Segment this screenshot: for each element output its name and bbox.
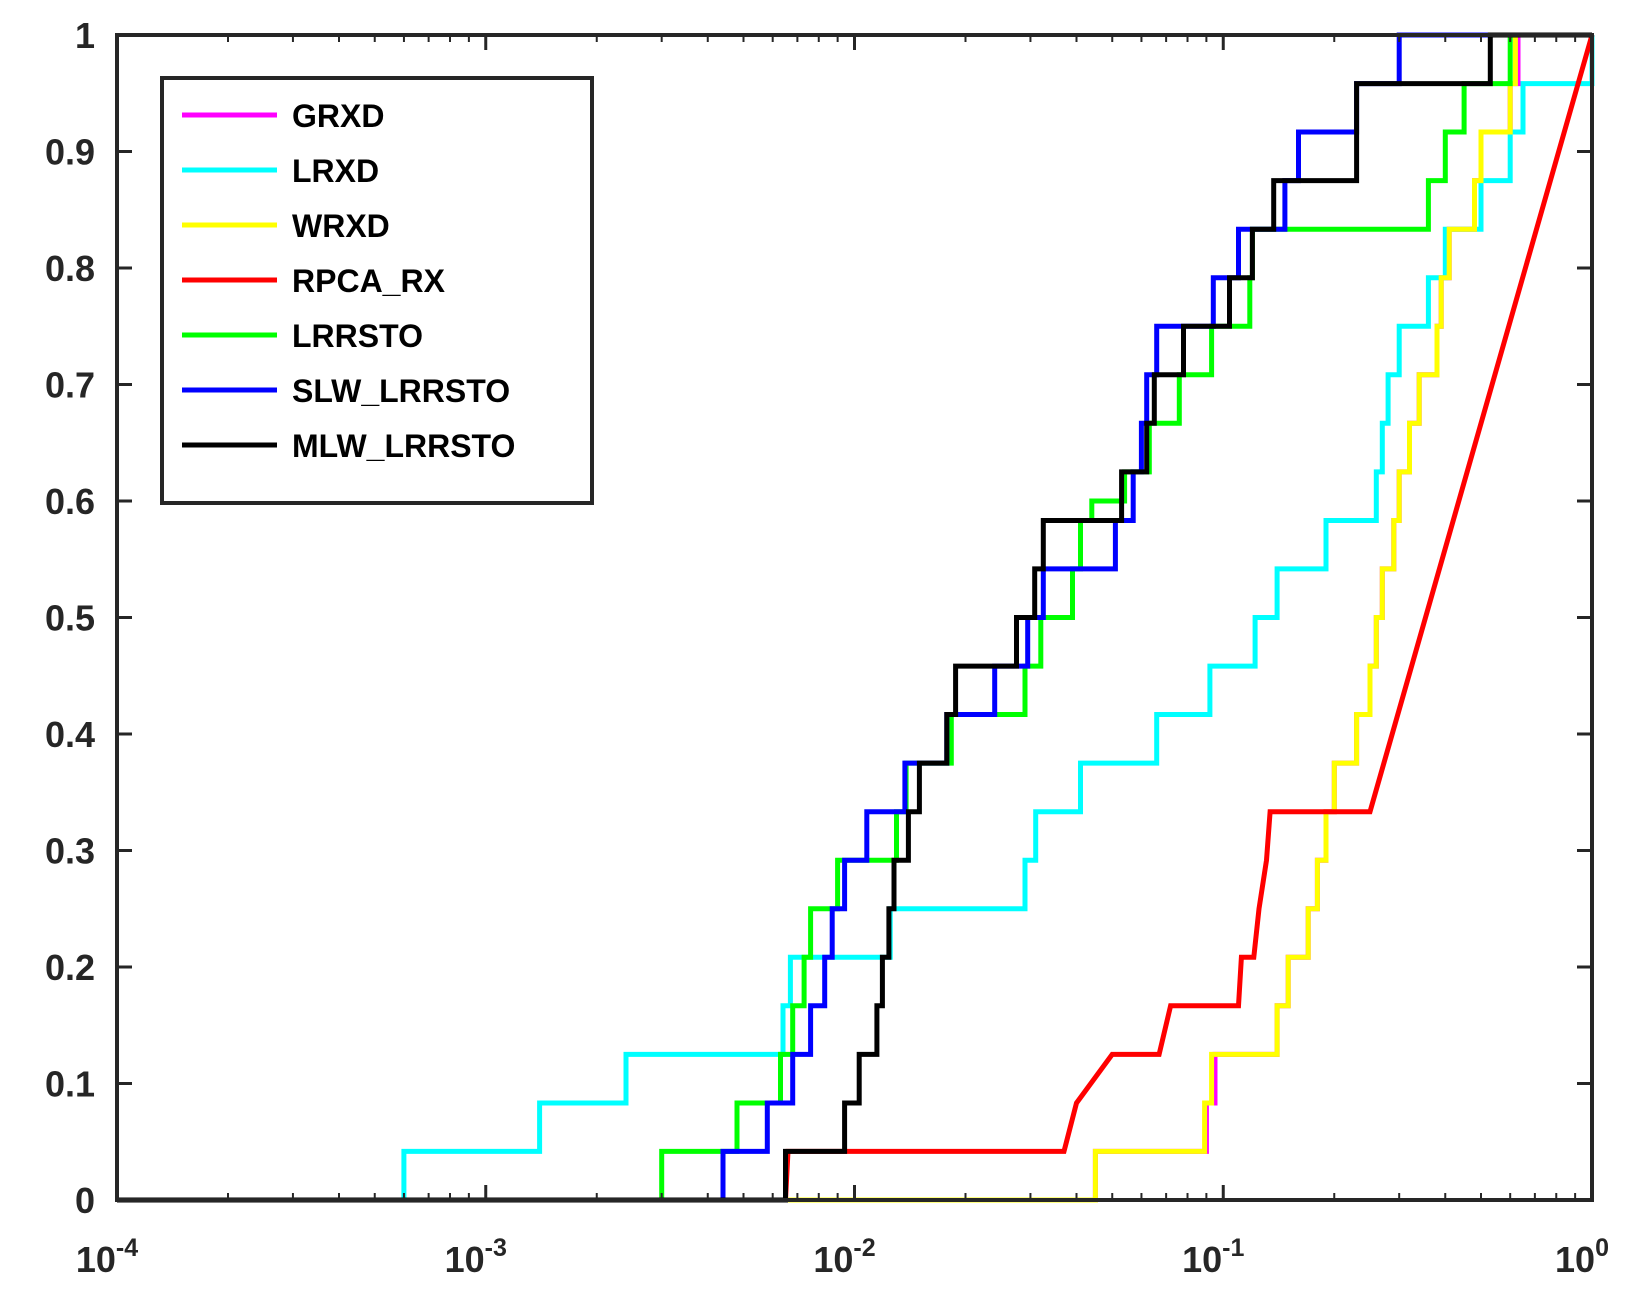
y-tick-label: 0.6 xyxy=(45,481,95,522)
legend-label: GRXD xyxy=(292,98,384,134)
y-tick-label: 0.4 xyxy=(45,714,95,755)
y-tick-label: 0.9 xyxy=(45,132,95,173)
y-tick-label: 0 xyxy=(75,1180,95,1221)
series-line-rpca-rx xyxy=(117,34,1595,1203)
x-tick-label-exponent: -3 xyxy=(485,1234,507,1262)
x-tick-label-exponent: -2 xyxy=(853,1234,875,1262)
x-tick-label: 10-3 xyxy=(445,1234,507,1280)
series-line-wrxd xyxy=(117,32,1592,1203)
legend-item: MLW_LRRSTO xyxy=(182,428,515,464)
y-tick-label: 0.2 xyxy=(45,947,95,988)
y-tick-label: 0.1 xyxy=(45,1064,95,1105)
x-tick-label: 10-2 xyxy=(813,1234,875,1280)
y-tick-labels: 0 0.1 0.2 0.3 0.4 0.5 0.6 0.7 0.8 0.9 1 xyxy=(45,15,95,1221)
x-tick-label-base: 10 xyxy=(445,1239,485,1280)
y-tick-label: 1 xyxy=(75,15,95,56)
legend-item: LRRSTO xyxy=(182,318,423,354)
legend-label: LRRSTO xyxy=(292,318,423,354)
legend-label: LRXD xyxy=(292,153,379,189)
x-tick-label-base: 10 xyxy=(1182,1239,1222,1280)
x-tick-label-base: 10 xyxy=(813,1239,853,1280)
series-line-mlw-lrrsto xyxy=(117,32,1592,1203)
legend-item: RPCA_RX xyxy=(182,263,446,299)
legend-label: WRXD xyxy=(292,208,390,244)
x-tick-label-exponent: -1 xyxy=(1222,1234,1244,1262)
axes-box xyxy=(115,33,1594,1202)
legend-label: SLW_LRRSTO xyxy=(292,373,510,409)
x-tick-labels: 10-4 10-3 10-2 10-1 100 xyxy=(76,1234,1609,1280)
legend-item: SLW_LRRSTO xyxy=(182,373,510,409)
y-tick-label: 0.3 xyxy=(45,831,95,872)
x-tick-label-base: 10 xyxy=(76,1239,116,1280)
legend: GRXD LRXD WRXD RPCA_RX LRRSTO SLW_LRRSTO MLW_L… xyxy=(160,76,594,505)
legend-item: WRXD xyxy=(182,208,390,244)
legend-label: RPCA_RX xyxy=(292,263,446,299)
x-tick-label-base: 10 xyxy=(1555,1239,1595,1280)
legend-item: LRXD xyxy=(182,153,379,189)
legend-box xyxy=(160,76,594,505)
series-layer xyxy=(117,32,1595,1203)
x-tick-label: 10-4 xyxy=(76,1234,138,1280)
y-tick-label: 0.5 xyxy=(45,598,95,639)
y-tick-label: 0.8 xyxy=(45,248,95,289)
x-tick-label: 10-1 xyxy=(1182,1234,1244,1280)
x-tick-label: 100 xyxy=(1555,1234,1609,1280)
legend-label: MLW_LRRSTO xyxy=(292,428,515,464)
y-tick-label: 0.7 xyxy=(45,365,95,406)
series-line-lrxd xyxy=(117,35,1595,1203)
series-line-slw-lrrsto xyxy=(117,32,1592,1203)
x-tick-label-exponent: -4 xyxy=(116,1234,138,1262)
x-tick-label-exponent: 0 xyxy=(1595,1234,1609,1262)
legend-item: GRXD xyxy=(182,98,384,134)
